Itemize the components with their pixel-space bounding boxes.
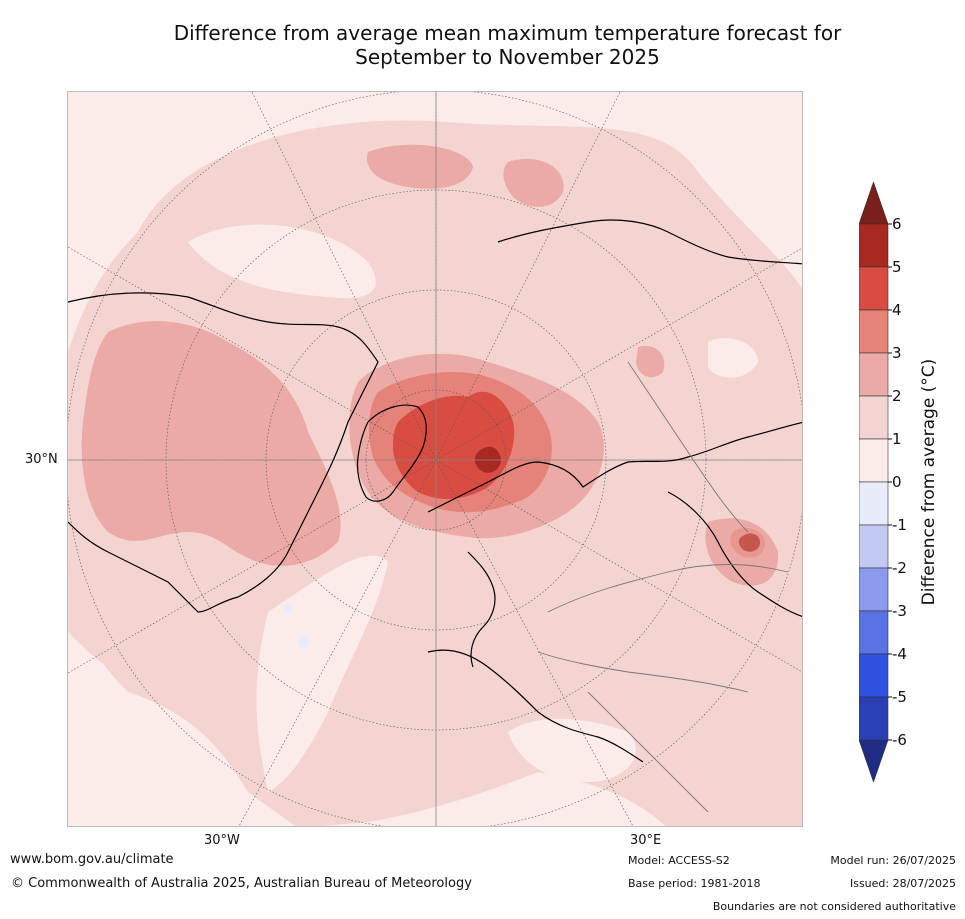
colorbar-tick-label: -2	[892, 559, 907, 577]
anomaly-2-3-arctic-ocean-b	[503, 158, 564, 207]
colorbar-segment-1to2	[858, 395, 889, 440]
colorbar-tick-label: -5	[892, 688, 907, 706]
anomaly-negative-pocket-a	[283, 604, 293, 614]
footer-url[interactable]: www.bom.gov.au/climate	[10, 852, 174, 867]
colorbar-tick-label: -6	[892, 731, 907, 749]
longitude-label-east: 30°E	[630, 833, 662, 848]
longitude-label-west: 30°W	[204, 833, 240, 848]
colorbar: 6 5 4 3 2 1 0 -1 -2 -3 -4 -5 -6	[858, 181, 919, 783]
colorbar-tick-label: 3	[892, 344, 902, 362]
anomaly-2-3-siberia	[636, 346, 665, 378]
colorbar-segment-0to1	[858, 438, 889, 483]
colorbar-tick-label: 2	[892, 387, 902, 405]
colorbar-segment-4to5	[858, 266, 889, 311]
anomaly-1-2-atlantic	[68, 570, 258, 734]
colorbar-tick-label: 0	[892, 473, 902, 491]
footer-model-run: Model run: 26/07/2025	[830, 854, 956, 867]
colorbar-tick-label: 4	[892, 301, 902, 319]
colorbar-segment-3to4	[858, 309, 889, 354]
chart-title: Difference from average mean maximum tem…	[60, 21, 955, 69]
title-line-1: Difference from average mean maximum tem…	[173, 21, 842, 45]
polar-map	[67, 91, 803, 827]
footer-base-period: Base period: 1981-2018	[628, 877, 761, 890]
longitude-graticule	[68, 92, 802, 826]
colorbar-label: Difference from average (°C)	[919, 358, 939, 606]
colorbar-tick-label: -3	[892, 602, 907, 620]
colorbar-canvas: 6 5 4 3 2 1 0 -1 -2 -3 -4 -5 -6	[858, 181, 907, 783]
colorbar-segment-m6tom5	[858, 696, 889, 741]
footer-copyright: © Commonwealth of Australia 2025, Austra…	[11, 876, 472, 891]
colorbar-segment-2to3	[858, 352, 889, 397]
colorbar-extend-bottom	[858, 739, 889, 783]
map-canvas	[68, 92, 802, 826]
country-boundaries	[537, 361, 789, 813]
anomaly-3-4-east-asia	[730, 527, 765, 558]
colorbar-segment-m2tom1	[858, 524, 889, 569]
footer-issued: Issued: 28/07/2025	[849, 877, 956, 890]
title-line-2: September to November 2025	[355, 45, 660, 69]
colorbar-segment-m5tom4	[858, 653, 889, 698]
anomaly-2-3-arctic-ocean-a	[367, 144, 473, 189]
anomaly-2-3-north-america	[81, 321, 341, 566]
anomaly-0-1-pocket-pacific	[188, 224, 376, 299]
footer-model: Model: ACCESS-S2	[628, 854, 730, 867]
colorbar-segment-m3tom2	[858, 567, 889, 612]
footer-disclaimer: Boundaries are not considered authoritat…	[712, 900, 956, 913]
colorbar-tick-label: -4	[892, 645, 907, 663]
colorbar-segment-5to6	[858, 223, 889, 268]
latitude-label: 30°N	[25, 452, 58, 467]
colorbar-tick-label: 1	[892, 430, 902, 448]
colorbar-tick-label: 5	[892, 258, 902, 276]
anomaly-4-5-arctic-core	[393, 391, 515, 499]
coastlines	[68, 219, 802, 763]
colorbar-extend-top	[858, 181, 889, 225]
anomaly-0-1-pocket-med	[508, 718, 636, 782]
anomaly-negative-pocket-b	[298, 636, 310, 648]
colorbar-tick-label: 6	[892, 215, 902, 233]
colorbar-tick-label: -1	[892, 516, 907, 534]
colorbar-segment-m1to0	[858, 481, 889, 526]
anomaly-0-1-pocket-atlantic	[256, 555, 388, 792]
colorbar-segment-m4tom3	[858, 610, 889, 655]
anomaly-0-1-pocket-asia	[708, 338, 758, 378]
